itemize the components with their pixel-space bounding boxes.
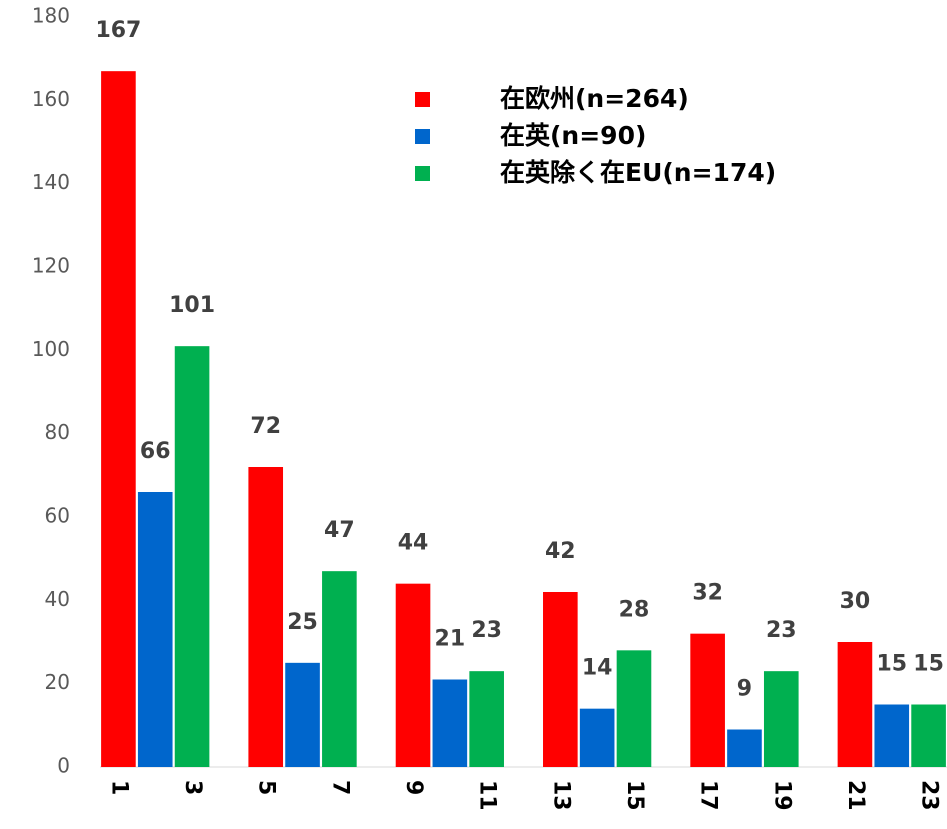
x-tick-label: 7 (327, 780, 352, 795)
data-label: 21 (435, 627, 466, 652)
data-label: 42 (545, 539, 576, 564)
bar (727, 729, 762, 767)
y-tick-label: 40 (45, 587, 70, 611)
bar (579, 708, 615, 767)
y-tick-label: 0 (57, 754, 70, 778)
legend-label: 在英除く在EU(n=174) (500, 158, 776, 187)
data-label: 15 (913, 652, 944, 677)
x-tick-label: 1 (106, 780, 131, 795)
bar (432, 679, 468, 767)
x-tick-label: 9 (401, 780, 426, 795)
bar (395, 583, 431, 767)
x-tick-label: 23 (917, 780, 942, 811)
data-label: 9 (737, 677, 752, 702)
data-label: 101 (169, 293, 215, 318)
legend-swatch (415, 166, 430, 181)
bar (469, 671, 504, 767)
y-tick-label: 120 (32, 254, 70, 278)
y-tick-label: 20 (45, 670, 70, 694)
data-label: 30 (840, 589, 871, 614)
x-tick-label: 15 (622, 780, 647, 811)
bar (911, 704, 946, 767)
y-tick-label: 160 (32, 87, 70, 111)
bar (543, 592, 578, 767)
x-tick-label: 11 (475, 780, 500, 811)
data-label: 14 (582, 656, 613, 681)
data-label: 72 (250, 414, 281, 439)
y-tick-label: 140 (32, 170, 70, 194)
bar (616, 650, 652, 767)
bar (137, 492, 173, 767)
bar (837, 642, 873, 767)
x-tick-label: 5 (254, 780, 279, 795)
data-label: 28 (619, 597, 650, 622)
y-tick-label: 60 (45, 504, 70, 528)
data-label: 23 (471, 618, 502, 643)
x-tick-label: 17 (696, 780, 721, 811)
legend-swatch (415, 129, 430, 144)
data-label: 15 (876, 652, 907, 677)
data-label: 25 (287, 610, 318, 635)
bar (174, 346, 210, 767)
x-tick-label: 21 (843, 780, 868, 811)
x-tick-label: 13 (548, 780, 573, 811)
data-label: 32 (692, 581, 723, 606)
y-tick-label: 180 (32, 4, 70, 28)
data-label: 167 (95, 18, 141, 43)
data-label: 23 (766, 618, 797, 643)
x-tick-label: 3 (180, 780, 205, 795)
data-label: 44 (398, 531, 429, 556)
x-tick-label: 19 (769, 780, 794, 811)
y-tick-label: 80 (45, 420, 70, 444)
y-tick-label: 100 (32, 337, 70, 361)
bar (763, 671, 799, 767)
bar (101, 71, 136, 767)
bar (690, 633, 725, 767)
bar (285, 662, 320, 767)
bar (248, 467, 284, 767)
legend-swatch (415, 92, 430, 107)
data-label: 47 (324, 518, 355, 543)
bar (322, 571, 357, 767)
legend-label: 在英(n=90) (500, 121, 646, 150)
data-label: 66 (140, 439, 171, 464)
legend-label: 在欧州(n=264) (500, 84, 689, 113)
bar (874, 704, 910, 767)
